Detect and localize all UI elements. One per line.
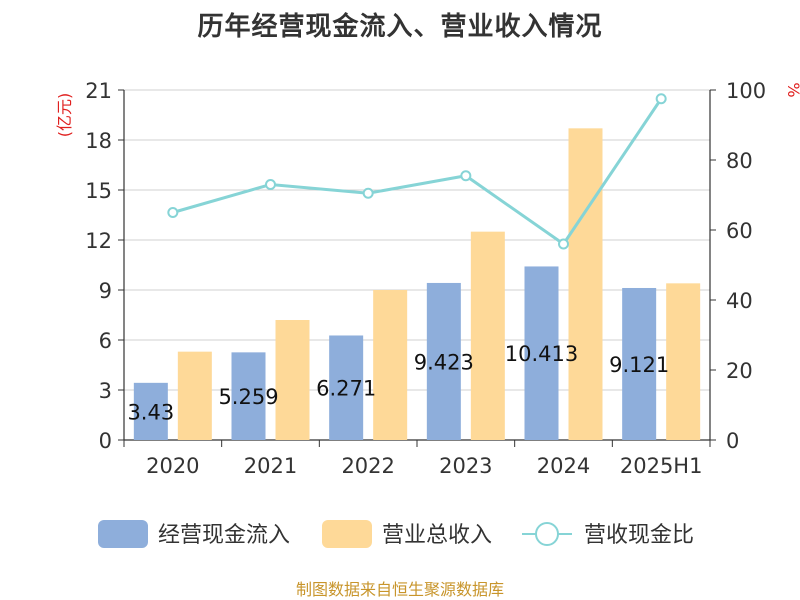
bar-inflow: [524, 266, 559, 440]
left-tick-label: 15: [85, 179, 112, 203]
x-tick-label: 2021: [244, 454, 297, 478]
bar-revenue: [275, 320, 310, 440]
legend-marker-ratio: [535, 522, 559, 546]
data-label-inflow: 6.271: [316, 377, 376, 401]
source-note: 制图数据来自恒生聚源数据库: [295, 580, 504, 599]
bar-inflow: [231, 352, 266, 440]
ratio-point: [558, 238, 569, 250]
x-tick-label: 2024: [537, 454, 590, 478]
left-tick-label: 3: [99, 379, 112, 403]
right-tick-label: 80: [726, 149, 753, 173]
ratio-point: [655, 93, 667, 105]
bar-revenue: [470, 231, 505, 440]
right-tick-label: 60: [726, 219, 753, 243]
legend-label-ratio: 营收现金比: [584, 523, 694, 548]
bar-inflow: [329, 335, 364, 440]
ratio-point: [460, 170, 472, 182]
ratio-line: [172, 97, 663, 247]
left-tick-label: 6: [99, 329, 112, 353]
chart-svg: 0 3 6 9 12 15 18 21 0 20 40 60 80 100 (亿元)% 2020 2021 202…: [55, 79, 800, 548]
left-tick-label: 18: [85, 129, 112, 153]
x-tick-label: 2020: [146, 454, 199, 478]
bar-inflow: [133, 382, 168, 440]
data-label-inflow: 9.423: [414, 350, 474, 374]
bar-revenue: [373, 290, 408, 440]
left-tick-label: 12: [85, 229, 112, 253]
x-tick-label: 2023: [439, 454, 492, 478]
x-tick-label: 2025H1: [620, 454, 703, 478]
left-tick-label: 9: [99, 279, 112, 303]
bar-inflow: [622, 287, 657, 440]
left-axis-unit: (亿元): [55, 93, 74, 138]
bar-inflow: [426, 282, 461, 440]
ratio-point: [265, 179, 276, 190]
left-tick-label: 21: [85, 79, 112, 103]
bar-revenue: [568, 128, 603, 441]
x-tick-label: 2022: [341, 454, 394, 478]
ratio-point: [167, 207, 179, 218]
bar-revenue: [177, 351, 212, 440]
chart-title: 历年经营现金流入、营业收入情况: [197, 12, 603, 42]
ratio-point: [362, 187, 374, 199]
bar-revenue: [666, 283, 701, 440]
legend-swatch-revenue: [322, 520, 372, 548]
right-tick-label: 40: [726, 289, 753, 313]
legend-swatch-inflow: [98, 520, 148, 548]
right-tick-label: 20: [726, 359, 753, 383]
left-tick-label: 0: [99, 429, 112, 453]
legend-label-revenue: 营业总收入: [382, 523, 492, 548]
data-label-inflow: 10.413: [505, 342, 578, 366]
right-tick-label: 0: [726, 429, 739, 453]
legend-label-inflow: 经营现金流入: [158, 523, 290, 548]
data-label-inflow: 9.121: [609, 353, 669, 377]
data-label-inflow: 5.259: [218, 385, 278, 409]
right-tick-label: 100: [726, 79, 766, 103]
right-axis-unit: %: [784, 82, 800, 97]
data-label-inflow: 3.43: [127, 400, 174, 424]
